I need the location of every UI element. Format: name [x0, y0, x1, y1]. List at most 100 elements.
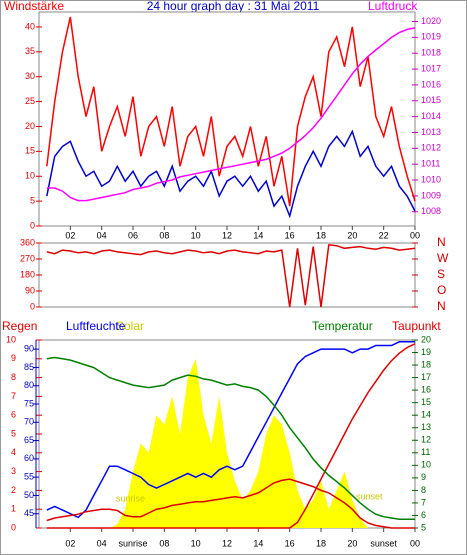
series-line — [46, 356, 415, 520]
x-tick-label: 10 — [191, 538, 201, 548]
y3-tick-label: 90 — [24, 344, 34, 354]
y-tick-label: 30 — [25, 71, 35, 81]
y-tick-label: 2 — [11, 485, 16, 495]
y3-tick-label: 80 — [24, 380, 34, 390]
x-tick-label: 00 — [410, 230, 420, 240]
x-tick-label: 16 — [285, 538, 295, 548]
y2-tick-label: 1011 — [421, 159, 440, 169]
x-tick-label: 22 — [379, 230, 389, 240]
y2-tick-label: 1020 — [421, 16, 441, 26]
x-tick-label: sunset — [370, 538, 397, 548]
x-tick-label: sunrise — [118, 538, 147, 548]
y2-tick-label: 1012 — [421, 143, 441, 153]
y2-tick-label: 1019 — [421, 32, 441, 42]
y3-tick-label: 50 — [24, 490, 34, 500]
y3-tick-label: 45 — [24, 508, 34, 518]
y-tick-label: 1 — [11, 504, 16, 514]
y2-tick-label: 20 — [421, 334, 431, 344]
y2-tick-label: 15 — [421, 397, 431, 407]
y-tick-label: 360 — [20, 237, 35, 247]
y2-tick-label: 1009 — [421, 190, 441, 200]
x-tick-label: 16 — [285, 230, 295, 240]
x-tick-label: 20 — [347, 538, 357, 548]
y2-tick-label: 1018 — [421, 48, 441, 58]
x-tick-label: 08 — [159, 538, 169, 548]
x-tick-label: 02 — [65, 538, 75, 548]
annotation: sunrise — [116, 493, 145, 503]
y-tick-label: 35 — [25, 46, 35, 56]
y2-tick-label: 1015 — [421, 95, 441, 105]
y2-tick-label: 7 — [421, 497, 426, 507]
y2-tick-label: 11 — [421, 447, 430, 457]
x-tick-label: 20 — [347, 230, 357, 240]
y2-tick-label: 1017 — [421, 63, 441, 73]
series-name: Temperatur — [312, 319, 373, 333]
y-tick-label: 5 — [11, 428, 16, 438]
y-tick-label: 180 — [20, 269, 35, 279]
y2-tick-label: 1010 — [421, 174, 441, 184]
y2-tick-label: N — [437, 299, 446, 313]
x-tick-label: 08 — [159, 230, 169, 240]
x-tick-label: 02 — [65, 230, 75, 240]
y-tick-label: 0 — [30, 301, 35, 311]
y-tick-label: 90 — [25, 285, 35, 295]
y3-tick-label: 85 — [24, 362, 34, 372]
y-tick-label: 25 — [25, 96, 35, 106]
x-tick-label: 00 — [410, 538, 420, 548]
y2-tick-label: 14 — [421, 410, 431, 420]
y2-tick-label: 10 — [421, 460, 431, 470]
y-tick-label: 270 — [20, 253, 35, 263]
y-tick-label: 0 — [11, 522, 16, 532]
series-area — [46, 358, 416, 528]
y2-tick-label: 9 — [421, 472, 426, 482]
y-tick-label: 20 — [25, 121, 35, 131]
x-tick-label: 18 — [316, 230, 326, 240]
y2-tick-label: 1016 — [421, 79, 441, 89]
y3-tick-label: 60 — [24, 453, 34, 463]
x-tick-label: 06 — [128, 230, 138, 240]
series-name: Luftdruck — [368, 0, 418, 13]
x-tick-label: 18 — [316, 538, 326, 548]
y2-tick-label: 17 — [421, 372, 431, 382]
series-name: Luftfeuchte — [66, 319, 126, 333]
y2-tick-label: 1008 — [421, 206, 441, 216]
y2-tick-label: 19 — [421, 347, 431, 357]
y2-tick-label: 8 — [421, 485, 426, 495]
y-tick-label: 7 — [11, 391, 16, 401]
y-tick-label: 4 — [11, 447, 16, 457]
y-tick-label: 5 — [30, 195, 35, 205]
x-tick-label: 12 — [222, 230, 232, 240]
y2-tick-label: S — [437, 267, 445, 281]
x-tick-label: 04 — [97, 538, 107, 548]
y2-tick-label: 16 — [421, 385, 431, 395]
y2-tick-label: 1014 — [421, 111, 441, 121]
y2-tick-label: 5 — [421, 522, 426, 532]
y-tick-label: 15 — [25, 146, 35, 156]
series-line — [46, 129, 416, 219]
y2-tick-label: 1013 — [421, 127, 441, 137]
series-name: Taupunkt — [392, 319, 441, 333]
series-line — [46, 478, 415, 529]
series-line — [46, 243, 416, 308]
y2-tick-label: 6 — [421, 510, 426, 520]
y-tick-label: 6 — [11, 410, 16, 420]
series-line — [46, 341, 415, 519]
y2-tick-label: W — [437, 251, 449, 265]
y3-tick-label: 55 — [24, 472, 34, 482]
chart-title: 24 hour graph day : 31 Mai 2011 — [147, 0, 320, 13]
y2-tick-label: O — [437, 283, 446, 297]
annotation: sunset — [356, 491, 383, 501]
y-tick-label: 9 — [11, 353, 16, 363]
y-tick-label: 0 — [30, 220, 35, 230]
series-name: Solar — [116, 319, 144, 333]
y3-tick-label: 75 — [24, 398, 34, 408]
x-tick-label: 12 — [222, 538, 232, 548]
y2-tick-label: 18 — [421, 359, 431, 369]
x-tick-label: 04 — [97, 230, 107, 240]
y-tick-label: 8 — [11, 372, 16, 382]
y2-tick-label: 12 — [421, 435, 431, 445]
y-tick-label: 10 — [6, 334, 16, 344]
x-tick-label: 14 — [253, 230, 263, 240]
